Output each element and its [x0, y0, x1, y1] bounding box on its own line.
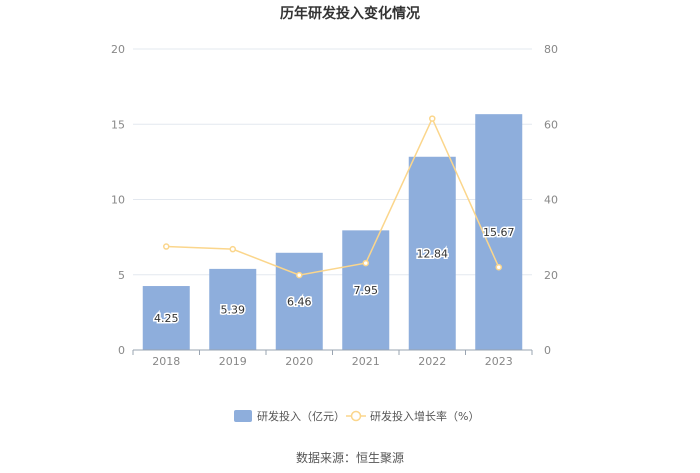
y-left-tick-label: 10 [111, 194, 125, 207]
y-right-tick-label: 60 [544, 118, 558, 131]
y-left-tick-label: 15 [111, 118, 125, 131]
legend-line-marker [350, 410, 362, 422]
bar [408, 156, 456, 350]
y-left-tick-label: 0 [118, 344, 125, 357]
axes: 0 5 10 15 20 0 20 40 60 80 2018 2019 2020 2021 2022 202… [111, 43, 558, 368]
x-tick-label: 2018 [152, 355, 180, 368]
growth-point [362, 259, 369, 267]
y-right-tick-label: 0 [544, 344, 551, 357]
growth-point [163, 243, 170, 250]
growth-point [495, 263, 502, 271]
bar [142, 286, 190, 350]
x-tick-label: 2020 [285, 355, 313, 368]
x-tick-label: 2022 [418, 355, 446, 368]
bar-data-label: 7.95 [354, 284, 379, 297]
legend-bar-label: 研发投入（亿元） [257, 409, 345, 423]
x-tick-label: 2019 [219, 355, 247, 368]
growth-point [429, 115, 436, 122]
legend[interactable]: 研发投入（亿元） 研发投入增长率（%） [234, 409, 479, 423]
growth-point [296, 271, 303, 279]
x-tick-label: 2023 [485, 355, 513, 368]
chart-title: 历年研发投入变化情况 [280, 5, 420, 22]
bar-data-label: 12.84 [417, 247, 449, 260]
source-text: 数据来源：恒生聚源 [296, 450, 404, 465]
y-right-tick-label: 40 [544, 194, 558, 207]
y-left-tick-label: 5 [118, 269, 125, 282]
line-series [163, 115, 502, 279]
bar-series [142, 114, 523, 350]
growth-point [229, 245, 236, 253]
legend-line-label: 研发投入增长率（%） [370, 409, 479, 423]
bar [342, 230, 390, 350]
x-tick-label: 2021 [352, 355, 380, 368]
legend-bar-swatch [234, 410, 252, 422]
y-left-tick-label: 20 [111, 43, 125, 56]
growth-line [166, 116, 500, 276]
bar-data-label: 4.25 [154, 312, 179, 325]
y-right-tick-label: 20 [544, 269, 558, 282]
grid [133, 48, 532, 276]
bar-data-label: 5.39 [221, 303, 246, 316]
bar [209, 268, 257, 350]
bar-data-label: 6.46 [287, 295, 312, 308]
data-labels: 4.25 5.39 6.46 7.95 12.84 15.67 [153, 225, 517, 327]
y-right-tick-label: 80 [544, 43, 558, 56]
bar-data-label: 15.67 [483, 226, 515, 239]
